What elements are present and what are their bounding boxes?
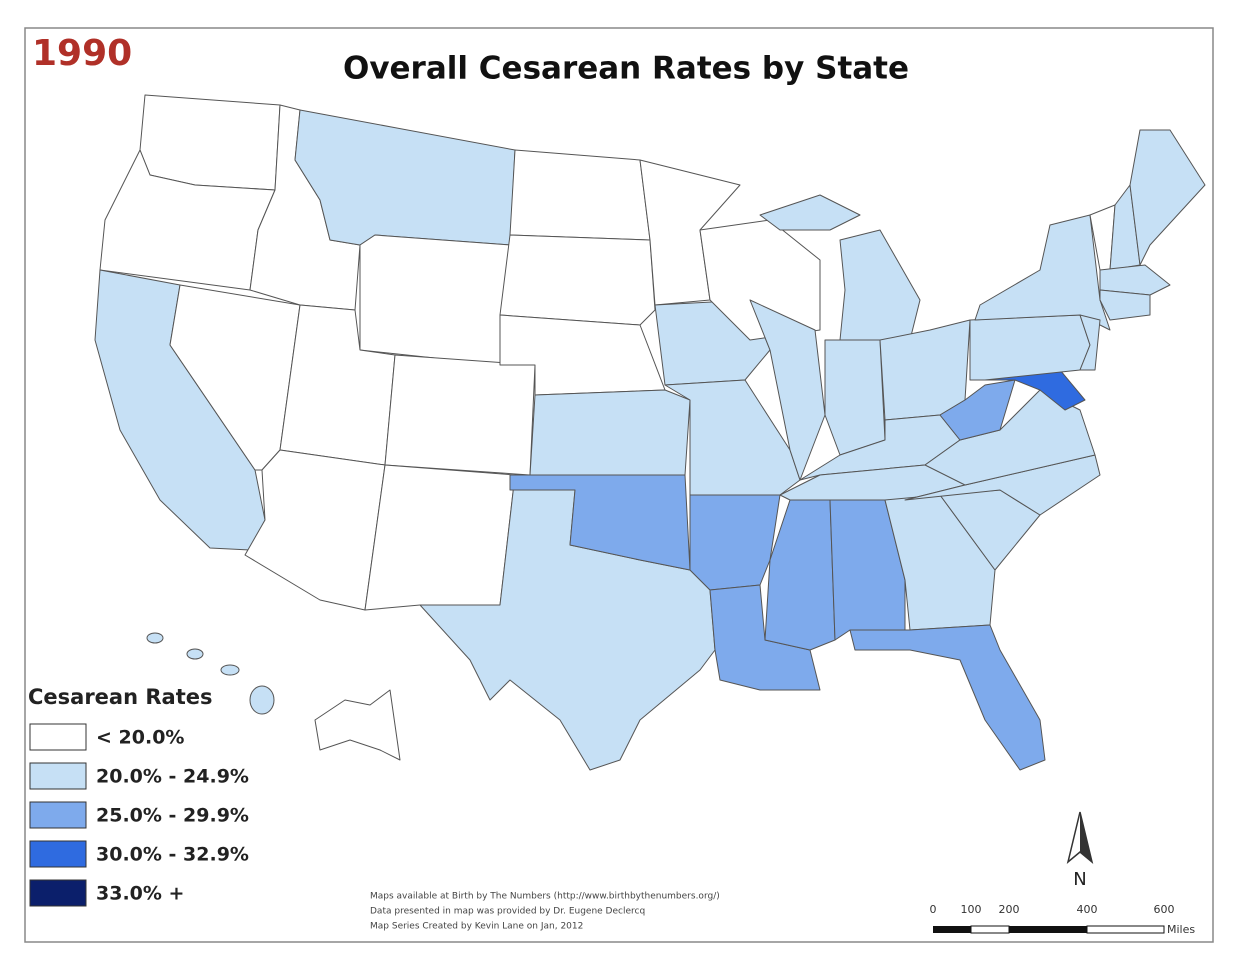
state — [186, 648, 204, 660]
title: Overall Cesarean Rates by State — [343, 51, 909, 87]
scale-label: 100 — [961, 903, 982, 916]
state — [384, 354, 536, 476]
legend-title: Cesarean Rates — [28, 685, 212, 709]
legend-label: 30.0% - 32.9% — [96, 844, 249, 866]
states — [94, 94, 1206, 771]
legend-swatch — [29, 879, 87, 907]
state — [1129, 129, 1206, 266]
state — [824, 339, 886, 456]
state — [359, 234, 511, 366]
north-label: N — [1073, 869, 1086, 890]
state — [509, 149, 651, 241]
state — [1099, 289, 1151, 321]
state — [146, 632, 164, 644]
state — [924, 389, 1096, 486]
state — [364, 464, 516, 611]
state — [509, 474, 691, 571]
state — [529, 389, 691, 476]
scale-label: 400 — [1077, 903, 1098, 916]
credit-line: Map Series Created by Kevin Lane on Jan,… — [370, 922, 583, 932]
legend-label: 33.0% + — [96, 883, 184, 905]
year: 1990 — [32, 33, 132, 74]
legend-swatch — [29, 801, 87, 829]
credit-line: Maps available at Birth by The Numbers (… — [370, 892, 720, 902]
legend-label: 20.0% - 24.9% — [96, 766, 249, 788]
scale-label: 200 — [999, 903, 1020, 916]
state — [969, 314, 1091, 381]
state — [1099, 264, 1171, 296]
legend-swatch — [29, 723, 87, 751]
state — [499, 234, 656, 326]
state — [759, 194, 861, 231]
legend-swatch — [29, 762, 87, 790]
legend-label: < 20.0% — [96, 727, 184, 749]
state — [709, 584, 821, 691]
north-arrow: N — [1066, 811, 1094, 890]
state — [139, 94, 281, 191]
state — [849, 624, 1046, 771]
scale-label: 600 — [1154, 903, 1175, 916]
scale-label: 0 — [930, 903, 937, 916]
state — [664, 379, 801, 496]
scale-bar: 0 100 200 400 600 Miles — [930, 903, 1196, 936]
legend: < 20.0% 20.0% - 24.9% 25.0% - 29.9% 30.0% -… — [29, 723, 249, 907]
credit-line: Data presented in map was provided by Dr… — [370, 907, 645, 917]
legend-swatch — [29, 840, 87, 868]
state — [249, 685, 275, 715]
state — [220, 664, 240, 676]
legend-label: 25.0% - 29.9% — [96, 805, 249, 827]
scale-unit: Miles — [1167, 923, 1195, 936]
state — [314, 689, 401, 761]
state — [1079, 314, 1101, 371]
credits: Maps available at Birth by The Numbers (… — [370, 892, 720, 932]
